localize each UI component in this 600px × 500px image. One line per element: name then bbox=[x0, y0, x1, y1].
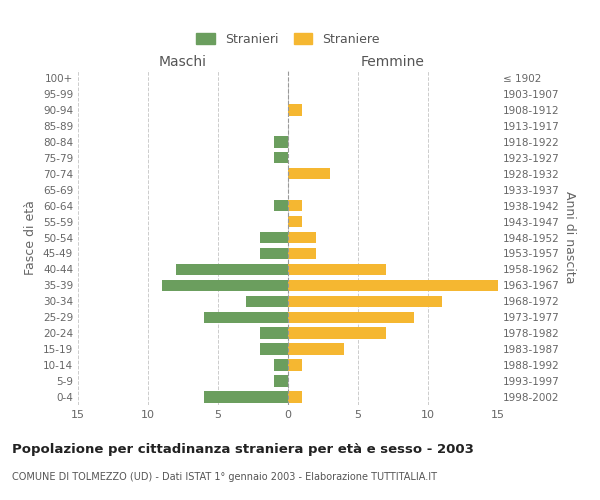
Bar bbox=[274, 376, 288, 387]
Bar bbox=[176, 264, 288, 275]
Bar bbox=[260, 248, 288, 259]
Bar bbox=[288, 360, 302, 371]
Bar bbox=[288, 296, 442, 307]
Bar bbox=[288, 312, 414, 323]
Bar bbox=[274, 360, 288, 371]
Bar bbox=[260, 328, 288, 339]
Bar bbox=[274, 152, 288, 164]
Bar bbox=[288, 328, 386, 339]
Bar bbox=[288, 200, 302, 211]
Bar bbox=[246, 296, 288, 307]
Bar bbox=[288, 104, 302, 116]
Text: COMUNE DI TOLMEZZO (UD) - Dati ISTAT 1° gennaio 2003 - Elaborazione TUTTITALIA.I: COMUNE DI TOLMEZZO (UD) - Dati ISTAT 1° … bbox=[12, 472, 437, 482]
Bar bbox=[274, 200, 288, 211]
Bar bbox=[288, 232, 316, 243]
Bar bbox=[288, 264, 386, 275]
Bar bbox=[288, 392, 302, 403]
Text: Maschi: Maschi bbox=[159, 55, 207, 69]
Bar bbox=[288, 344, 344, 355]
Bar bbox=[204, 312, 288, 323]
Legend: Stranieri, Straniere: Stranieri, Straniere bbox=[196, 32, 380, 46]
Bar bbox=[260, 232, 288, 243]
Bar bbox=[274, 136, 288, 147]
Bar bbox=[204, 392, 288, 403]
Y-axis label: Anni di nascita: Anni di nascita bbox=[563, 191, 576, 284]
Text: Popolazione per cittadinanza straniera per età e sesso - 2003: Popolazione per cittadinanza straniera p… bbox=[12, 442, 474, 456]
Text: Femmine: Femmine bbox=[361, 55, 425, 69]
Bar bbox=[162, 280, 288, 291]
Bar bbox=[288, 168, 330, 179]
Bar bbox=[288, 248, 316, 259]
Bar bbox=[288, 280, 498, 291]
Bar bbox=[288, 216, 302, 228]
Bar bbox=[260, 344, 288, 355]
Y-axis label: Fasce di età: Fasce di età bbox=[25, 200, 37, 275]
